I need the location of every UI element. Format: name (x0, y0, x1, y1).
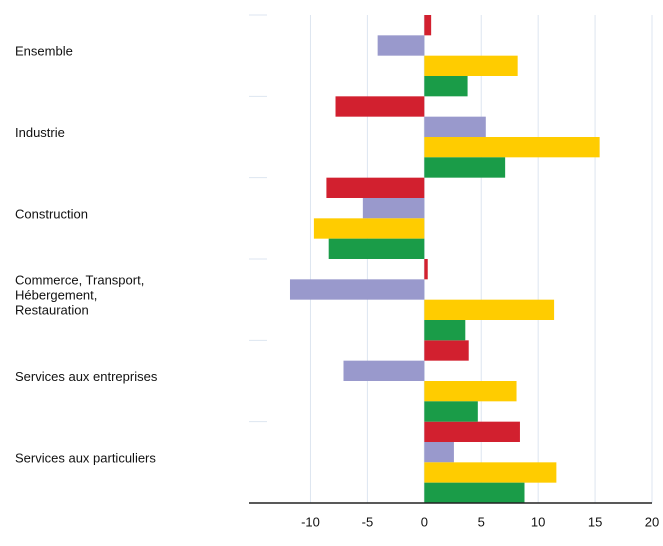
bar (289, 279, 425, 300)
bar (335, 96, 425, 117)
category-label-line: Commerce, Transport, (15, 273, 144, 288)
bar (313, 218, 425, 239)
bar (424, 55, 518, 76)
category-label-line: Restauration (15, 303, 89, 318)
category-label: Construction (15, 207, 88, 222)
category-label-line: Services aux entreprises (15, 369, 158, 384)
bar (328, 238, 425, 259)
bar (424, 76, 468, 97)
bar (424, 259, 428, 280)
category-label: Industrie (15, 125, 65, 140)
x-tick-label: -5 (362, 514, 374, 529)
bar (424, 137, 600, 158)
category-label: Ensemble (15, 44, 73, 59)
x-tick-label: 15 (588, 514, 602, 529)
bar (326, 177, 425, 198)
bar (377, 35, 425, 56)
bar (424, 299, 555, 320)
x-tick-label: 5 (478, 514, 485, 529)
bar (424, 340, 469, 361)
category-label-line: Services aux particuliers (15, 451, 156, 466)
x-tick-label: -10 (301, 514, 320, 529)
bar (343, 360, 425, 381)
bar (424, 482, 525, 503)
bar (362, 198, 425, 219)
bar (424, 157, 506, 178)
bar (424, 320, 466, 341)
x-tick-label: 0 (421, 514, 428, 529)
category-label-line: Industrie (15, 125, 65, 140)
bar (424, 442, 454, 463)
bar (424, 116, 486, 137)
category-label: Commerce, Transport, Hébergement, Restaura… (15, 273, 144, 318)
category-label-line: Ensemble (15, 44, 73, 59)
category-label-line: Construction (15, 207, 88, 222)
category-label-line: Hébergement, (15, 288, 97, 303)
category-label: Services aux entreprises (15, 369, 158, 384)
category-label: Services aux particuliers (15, 451, 156, 466)
bar (424, 381, 517, 402)
x-tick-label: 10 (531, 514, 545, 529)
bar (424, 462, 557, 483)
bar (424, 401, 478, 422)
bar (424, 15, 432, 36)
bar (424, 421, 520, 442)
x-tick-label: 20 (645, 514, 659, 529)
